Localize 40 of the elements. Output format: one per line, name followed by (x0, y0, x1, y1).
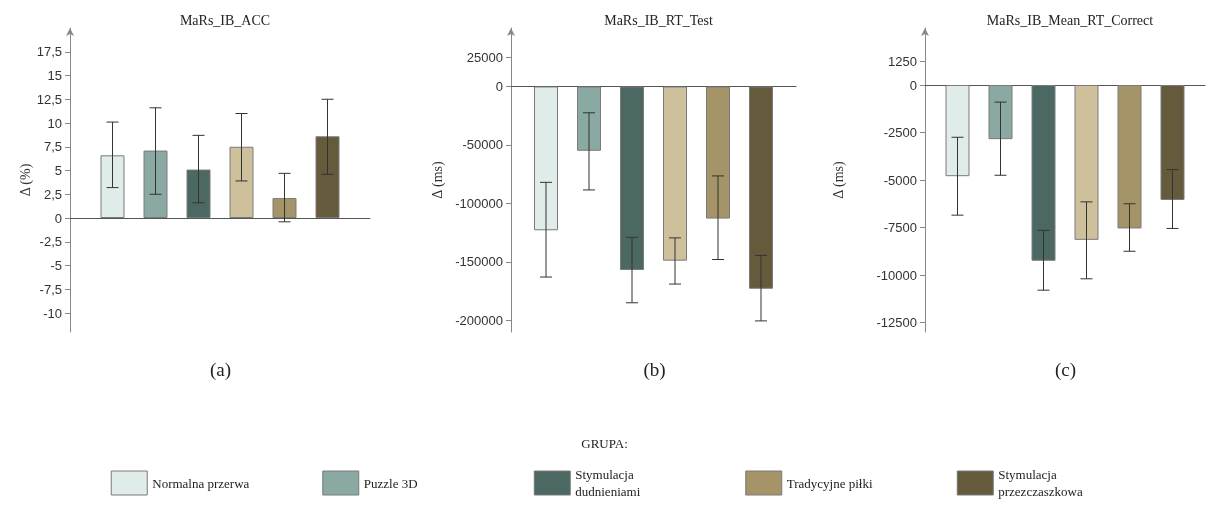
y-tick-label: 0 (909, 77, 917, 93)
y-tick-label: 15 (47, 68, 62, 83)
y-tick-label: 7,5 (43, 139, 62, 155)
y-tick-label: 0 (54, 210, 62, 226)
y-axis-title: Δ (%) (18, 163, 35, 197)
legend-label: Tradycyjne piłki (786, 475, 873, 491)
y-tick-label: -10000 (876, 267, 917, 283)
y-tick-label: -7500 (883, 220, 917, 235)
y-axis-title: Δ (ms) (830, 160, 847, 199)
y-tick-label: 12,5 (36, 91, 62, 107)
y-tick-label: 2,5 (43, 186, 62, 202)
chart-title: MaRs_IB_ACC (179, 12, 271, 28)
y-tick-label: -5 (50, 258, 62, 273)
chart-title: MaRs_IB_Mean_RT_Correct (986, 12, 1154, 28)
y-tick-label: 10 (47, 115, 62, 131)
y-tick-label: 1250 (888, 53, 917, 69)
legend-label: Stymulacja dudnieniami (575, 467, 641, 499)
text: (b) (643, 359, 666, 381)
y-tick-label: -100000 (455, 195, 503, 211)
y-tick-label: -5000 (883, 172, 917, 188)
legend-label: Normalna przerwa (152, 475, 250, 491)
y-tick-label: -12500 (876, 315, 917, 330)
y-tick-label: 0 (495, 78, 503, 94)
y-tick-label: -50000 (462, 137, 503, 153)
legend-label: Stymulacja przezczaszkowa (998, 467, 1083, 499)
y-axis-title: Δ (ms) (429, 160, 446, 199)
y-tick-label: -200000 (455, 312, 503, 328)
legend-title: GRUPA: (581, 436, 628, 451)
y-tick-label: -150000 (455, 254, 503, 270)
y-tick-label: -2500 (883, 125, 917, 140)
legend-label: Puzzle 3D (363, 475, 418, 491)
y-tick-label: -10 (43, 305, 62, 321)
text: (c) (1055, 359, 1077, 381)
chart-title: MaRs_IB_RT_Test (604, 12, 713, 28)
y-tick-label: -7,5 (39, 281, 62, 297)
y-tick-label: 17,5 (36, 44, 62, 60)
text: (a) (210, 359, 232, 381)
y-tick-label: 5 (54, 163, 62, 178)
y-tick-label: -2,5 (39, 234, 62, 250)
y-tick-label: 25000 (466, 49, 503, 65)
